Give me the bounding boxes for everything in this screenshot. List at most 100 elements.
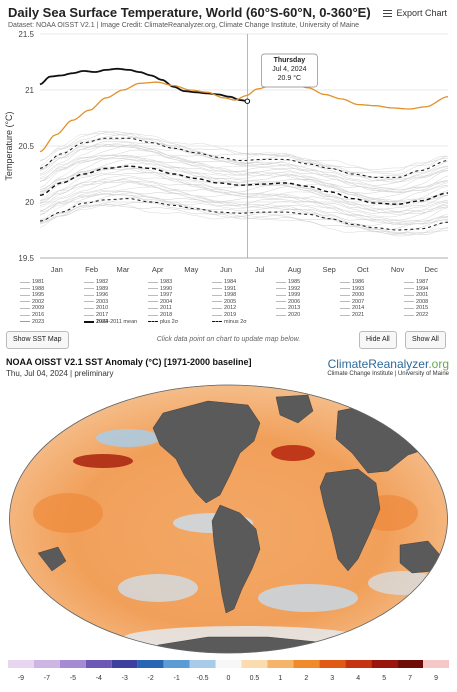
tooltip-date: Jul 4, 2024 <box>272 66 306 73</box>
legend-item[interactable]: 2018 <box>148 312 172 318</box>
legend-item[interactable]: 2020 <box>276 312 300 318</box>
colorbar-swatch <box>33 660 60 668</box>
legend-item[interactable]: 2004 <box>148 299 172 305</box>
colorbar-tick-label: -3 <box>122 675 128 682</box>
warm-patch-north-atlantic <box>271 445 315 461</box>
colorbar-tick-label: 7 <box>408 675 412 682</box>
legend-item[interactable]: 2007 <box>340 299 364 305</box>
sst-line-chart[interactable]: 21.5 21 20.5 20 19.5 Jan Feb Mar Apr May Jun Jul Aug… <box>0 28 457 278</box>
legend-item[interactable]: 2017 <box>84 312 108 318</box>
legend-item[interactable]: 2015 <box>404 305 428 311</box>
show-sst-map-button[interactable]: Show SST Map <box>6 331 69 349</box>
x-tick-label: Jul <box>255 265 265 274</box>
hide-all-button[interactable]: Hide All <box>359 331 397 349</box>
legend-label: 2017 <box>96 312 109 318</box>
legend-swatch <box>20 281 30 283</box>
legend-item[interactable]: 1989 <box>84 286 108 292</box>
legend-swatch <box>20 288 30 290</box>
legend-item[interactable]: 2002 <box>20 299 44 305</box>
legend-item[interactable]: minus 2σ <box>212 319 247 325</box>
legend-item[interactable]: 1991 <box>212 286 236 292</box>
legend-item[interactable]: 1994 <box>404 286 428 292</box>
legend-item[interactable]: 2009 <box>20 305 44 311</box>
legend-item[interactable]: 1981 <box>20 279 44 285</box>
historical-year-line <box>39 181 449 222</box>
legend-item[interactable]: 2010 <box>84 305 108 311</box>
legend-swatch <box>84 314 94 316</box>
colorbar-tick-label: -7 <box>44 675 50 682</box>
legend-swatch <box>404 314 414 316</box>
legend-item[interactable]: 1988 <box>20 286 44 292</box>
legend-item[interactable]: 1984 <box>212 279 236 285</box>
colorbar-swatch <box>137 660 164 668</box>
cursor-point <box>244 98 251 104</box>
historical-year-line <box>39 130 449 173</box>
legend-item[interactable]: 1997 <box>148 292 172 298</box>
historical-year-line <box>39 132 449 178</box>
legend-item[interactable]: 2019 <box>212 312 236 318</box>
legend-item[interactable]: 2006 <box>276 299 300 305</box>
legend-item[interactable]: 2008 <box>404 299 428 305</box>
legend-item[interactable]: 1996 <box>84 292 108 298</box>
legend-swatch <box>212 314 222 316</box>
legend-item[interactable]: 1982 <box>84 279 108 285</box>
legend-label: 2008 <box>416 298 429 305</box>
legend-item[interactable]: 1985 <box>276 279 300 285</box>
legend-item[interactable]: 1990 <box>148 286 172 292</box>
legend-item[interactable]: 2001 <box>404 292 428 298</box>
legend-item[interactable]: 2016 <box>20 312 44 318</box>
legend-label: 2000 <box>352 292 365 299</box>
legend-label: 2018 <box>160 312 173 318</box>
legend-item[interactable]: 2003 <box>84 299 108 305</box>
legend-label: 1983 <box>160 279 173 285</box>
legend-label: 1981 <box>32 279 45 285</box>
legend-item[interactable]: 1992 <box>276 286 300 292</box>
colorbar-swatch <box>163 660 190 668</box>
legend-label: 1992 <box>288 285 301 292</box>
legend-item[interactable]: 2012 <box>212 305 236 311</box>
y-tick-label: 20.5 <box>18 142 34 151</box>
legend-label: 1993 <box>352 285 365 292</box>
legend-label: 2012 <box>224 305 237 312</box>
legend-swatch <box>340 307 350 309</box>
legend-item[interactable]: plus 2σ <box>148 319 178 325</box>
legend-label: 2019 <box>224 312 237 318</box>
legend-label: minus 2σ <box>224 318 247 325</box>
legend-item[interactable]: 1986 <box>340 279 364 285</box>
historical-year-line <box>39 140 449 183</box>
legend-item[interactable]: 1999 <box>276 292 300 298</box>
show-all-button[interactable]: Show All <box>405 331 446 349</box>
legend-item[interactable]: 1998 <box>212 292 236 298</box>
legend-swatch <box>340 281 350 283</box>
legend-swatch <box>404 281 414 283</box>
y-tick-label: 20 <box>25 198 34 207</box>
historical-year-line <box>39 157 449 199</box>
legend-item[interactable]: 1993 <box>340 286 364 292</box>
legend-label: 2010 <box>96 305 109 312</box>
legend-swatch <box>340 301 350 303</box>
legend-item[interactable]: 2021 <box>340 312 364 318</box>
export-chart-button[interactable]: Export Chart <box>383 8 447 19</box>
colorbar-tick-label: 2 <box>304 675 308 682</box>
legend-item[interactable]: 2013 <box>276 305 300 311</box>
legend-item[interactable]: 1982-2011 mean <box>84 319 137 325</box>
colorbar-tick-label: 5 <box>382 675 386 682</box>
legend-item[interactable]: 1987 <box>404 279 428 285</box>
legend-label: 2015 <box>416 305 429 312</box>
brand-main: ClimateReanalyzer <box>327 357 429 371</box>
y-tick-label: 19.5 <box>18 254 34 263</box>
legend-item[interactable]: 1983 <box>148 279 172 285</box>
legend-item[interactable]: 2022 <box>404 312 428 318</box>
map-subtitle: Thu, Jul 04, 2024 | preliminary <box>6 369 114 378</box>
legend-item[interactable]: 2014 <box>340 305 364 311</box>
legend-item[interactable]: 1995 <box>20 292 44 298</box>
legend-item[interactable]: 2000 <box>340 292 364 298</box>
legend-swatch <box>148 281 158 283</box>
map-title: NOAA OISST V2.1 SST Anomaly (°C) [1971-2… <box>6 357 252 367</box>
colorbar: -9 -7 -5 -4 -3 -2 -1 -0.5 0 0.5 1 2 3 4 5 7 9 <box>8 660 449 682</box>
legend-item[interactable]: 2005 <box>212 299 236 305</box>
legend-item[interactable]: 2011 <box>148 305 172 311</box>
legend-label: 1982 <box>96 279 109 285</box>
legend-item[interactable]: 2023 <box>20 319 44 325</box>
legend-label: 1984 <box>224 279 237 285</box>
